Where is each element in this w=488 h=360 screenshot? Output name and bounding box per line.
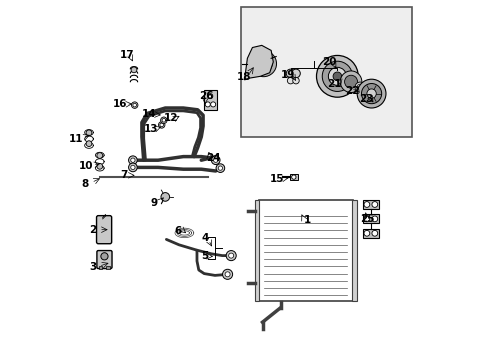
Text: 16: 16: [112, 99, 126, 109]
Circle shape: [158, 122, 164, 128]
Text: 8: 8: [81, 179, 89, 189]
Text: 10: 10: [79, 161, 94, 171]
Circle shape: [291, 175, 295, 179]
Bar: [254, 200, 258, 301]
Circle shape: [371, 202, 377, 207]
Circle shape: [363, 202, 369, 207]
Circle shape: [366, 89, 375, 98]
Bar: [363, 229, 379, 238]
Text: 22: 22: [345, 86, 359, 96]
Bar: [352, 200, 356, 301]
Text: 13: 13: [143, 124, 158, 134]
Text: 24: 24: [205, 153, 220, 163]
Circle shape: [361, 84, 381, 104]
Text: 11: 11: [69, 134, 83, 144]
Circle shape: [211, 156, 220, 165]
Text: 6: 6: [174, 226, 182, 236]
Circle shape: [130, 165, 135, 170]
Circle shape: [254, 55, 272, 72]
Text: 3: 3: [89, 262, 96, 272]
Circle shape: [287, 77, 293, 84]
Circle shape: [363, 230, 369, 236]
Text: 18: 18: [236, 72, 250, 82]
Circle shape: [371, 216, 377, 222]
Circle shape: [213, 158, 218, 162]
Text: 15: 15: [269, 174, 284, 184]
Circle shape: [285, 69, 294, 78]
Text: 9: 9: [151, 198, 158, 208]
Text: 2: 2: [89, 225, 96, 235]
Bar: [106, 266, 110, 269]
Circle shape: [210, 102, 215, 107]
Circle shape: [354, 82, 365, 92]
Circle shape: [207, 94, 212, 99]
Polygon shape: [244, 45, 273, 80]
Circle shape: [328, 67, 346, 85]
Circle shape: [128, 156, 137, 165]
Circle shape: [363, 216, 369, 222]
Circle shape: [97, 153, 102, 158]
Circle shape: [162, 118, 165, 122]
Text: 23: 23: [358, 94, 373, 104]
Circle shape: [292, 77, 299, 84]
Text: 26: 26: [199, 91, 214, 102]
Circle shape: [228, 253, 233, 258]
Text: 21: 21: [326, 78, 341, 89]
Bar: [363, 200, 379, 209]
Text: 4: 4: [201, 233, 208, 243]
Circle shape: [224, 272, 230, 277]
Text: 14: 14: [142, 109, 157, 120]
Circle shape: [216, 164, 224, 172]
Text: 25: 25: [359, 214, 374, 224]
Text: 5: 5: [201, 251, 208, 261]
Text: 17: 17: [119, 50, 134, 60]
Bar: [204, 90, 216, 110]
Circle shape: [218, 166, 222, 170]
Circle shape: [86, 141, 92, 147]
Circle shape: [250, 51, 276, 77]
Circle shape: [225, 251, 236, 261]
Circle shape: [160, 123, 163, 127]
Circle shape: [101, 253, 108, 260]
Text: 7: 7: [120, 170, 127, 180]
Text: 1: 1: [303, 215, 310, 225]
FancyBboxPatch shape: [96, 216, 111, 244]
Circle shape: [205, 102, 210, 107]
Bar: [363, 214, 379, 223]
Circle shape: [128, 163, 137, 172]
Circle shape: [259, 59, 267, 68]
Circle shape: [371, 230, 377, 236]
Circle shape: [161, 193, 169, 201]
Circle shape: [160, 117, 167, 123]
Text: 12: 12: [163, 113, 178, 123]
Circle shape: [356, 79, 385, 108]
Circle shape: [344, 75, 357, 88]
Text: 20: 20: [321, 57, 336, 67]
Circle shape: [130, 158, 135, 162]
Circle shape: [340, 71, 361, 93]
Circle shape: [97, 163, 102, 169]
Circle shape: [356, 84, 362, 90]
Circle shape: [332, 72, 341, 81]
Bar: [258, 200, 352, 301]
Circle shape: [316, 55, 358, 97]
Circle shape: [291, 69, 300, 78]
Bar: [99, 266, 102, 269]
Circle shape: [131, 102, 138, 108]
Circle shape: [322, 61, 352, 91]
Circle shape: [222, 269, 232, 279]
Circle shape: [133, 103, 136, 107]
Text: 19: 19: [280, 69, 295, 80]
Circle shape: [131, 67, 137, 73]
Circle shape: [86, 130, 92, 136]
Bar: [289, 174, 297, 180]
FancyBboxPatch shape: [97, 251, 112, 269]
Bar: [241, 7, 411, 137]
